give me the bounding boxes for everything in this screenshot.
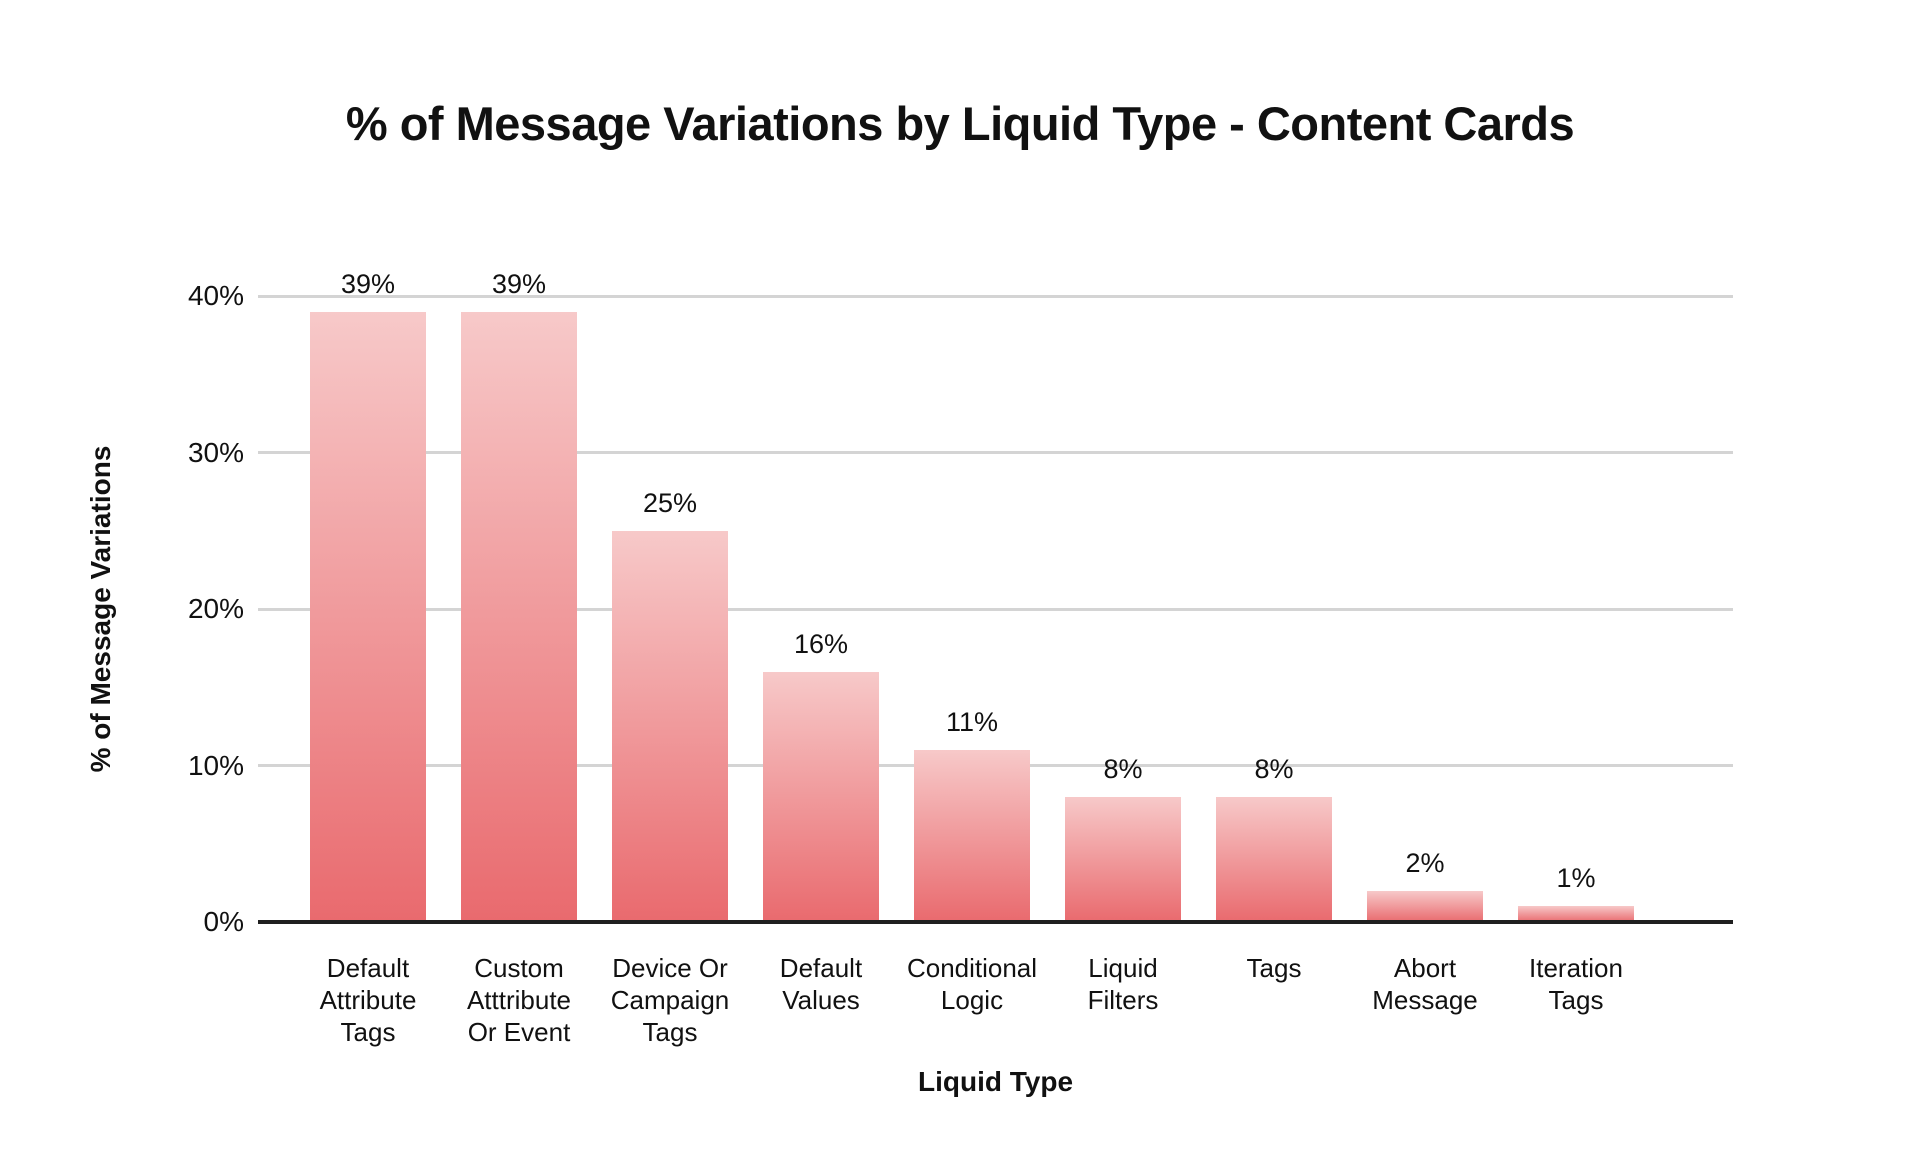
x-axis-title: Liquid Type — [917, 1066, 1074, 1097]
plot-area: 0% 10% 20% 30% 40% 39% Default Attribute Tags 3… — [188, 269, 1733, 1047]
bar-value-label: 39% — [340, 268, 396, 299]
bar-value-label: 25% — [642, 487, 698, 518]
gridline — [258, 294, 1733, 298]
y-axis-title: % of Message Variations — [85, 445, 116, 773]
bar-value-label: 2% — [1405, 847, 1445, 878]
bar — [914, 749, 1030, 922]
bar — [1367, 890, 1483, 922]
x-axis-category-label: Default Values — [779, 953, 863, 1015]
x-axis-category-label: Iteration Tags — [1529, 953, 1623, 1015]
x-axis-category-label: Default Attribute Tags — [319, 953, 417, 1047]
x-axis-line — [258, 920, 1733, 924]
x-axis-category-label: Liquid Filters — [1087, 953, 1159, 1015]
bar — [1518, 906, 1634, 922]
bar-value-label: 39% — [491, 268, 547, 299]
x-axis-category-label: Conditional Logic — [906, 953, 1038, 1015]
y-axis-tick-label: 0% — [203, 906, 244, 937]
bar-value-label: 16% — [793, 628, 849, 659]
y-axis-tick-label: 20% — [187, 593, 244, 624]
y-axis-tick-label: 40% — [187, 280, 244, 311]
y-axis-tick-label: 10% — [187, 749, 244, 781]
bar-value-label: 8% — [1254, 753, 1294, 784]
chart-title: % of Message Variations by Liquid Type -… — [345, 97, 1575, 150]
gridline — [258, 607, 1733, 611]
gridline — [258, 451, 1733, 454]
bar — [1065, 796, 1181, 922]
bar-value-label: 1% — [1556, 863, 1596, 894]
x-axis-category-label: Tags — [1246, 953, 1302, 983]
x-axis-category-label: Device Or Campaign Tags — [610, 953, 730, 1047]
y-axis-tick-label: 30% — [187, 436, 244, 468]
bar — [461, 311, 577, 922]
x-axis-category-label: Abort Message — [1372, 953, 1478, 1015]
bar — [310, 311, 426, 922]
bar — [612, 530, 728, 922]
bar — [1216, 796, 1332, 922]
bar-value-label: 8% — [1103, 753, 1143, 784]
x-axis-category-label: Custom Atttribute Or Event — [466, 953, 572, 1047]
bar — [763, 671, 879, 922]
bar-value-label: 11% — [945, 706, 999, 737]
